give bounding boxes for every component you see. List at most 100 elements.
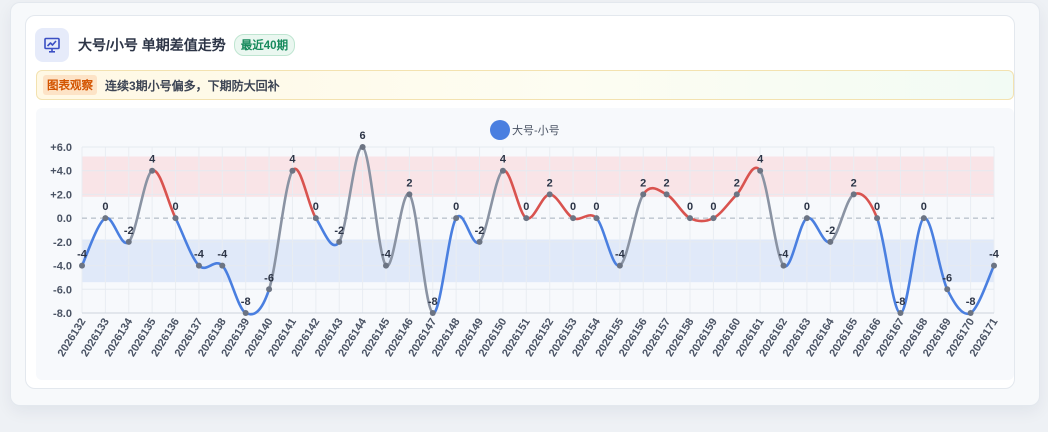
card-header: 大号/小号 单期差值走势 最近40期 [35,27,296,63]
data-label: -8 [428,296,438,308]
data-label: 2 [640,177,646,189]
data-label: -2 [124,225,134,237]
data-point [874,215,881,222]
data-point [383,262,389,269]
data-label: 0 [593,201,599,213]
data-point [850,191,857,198]
data-label: 4 [149,154,156,166]
series-line-segment [478,169,505,244]
data-point [593,215,600,222]
data-label: 4 [289,154,296,166]
data-point [616,262,623,269]
data-label: 4 [500,154,507,166]
data-label: -6 [942,272,952,284]
y-tick-label: +6.0 [50,142,72,154]
y-tick-label: -2.0 [53,237,72,249]
data-point [219,262,226,269]
data-point [897,310,904,316]
data-point [289,167,296,174]
data-label: 0 [804,201,810,213]
highlight-band [82,156,994,197]
data-label: 0 [102,201,108,213]
data-point [523,215,530,222]
data-point [967,310,974,316]
data-label: -2 [825,225,835,237]
data-point [453,215,460,222]
data-label: -6 [264,272,274,284]
series-line-segment [431,216,458,315]
data-point [687,215,693,222]
data-point [944,286,951,293]
data-point [79,262,85,269]
highlight-band [82,239,994,283]
chart-icon [35,28,69,62]
data-label: -4 [217,249,228,261]
data-label: 2 [734,177,740,189]
data-point [195,262,202,269]
chart-area: +6.0 +4.0 +2.0 0.0 -2.0 -4.0 -6.0 -8.0 大号-小号 -4 0 -… [36,108,1014,380]
y-tick-label: -6.0 [53,284,72,296]
data-point [733,191,740,198]
y-tick-label: 0.0 [57,213,72,225]
data-label: 0 [710,201,716,213]
y-tick-label: -4.0 [53,261,72,273]
series-line-segment [174,216,201,267]
data-point [710,215,717,222]
data-point [991,262,997,269]
data-label: -4 [615,249,626,261]
data-label: -4 [989,249,1000,261]
data-point [570,215,577,222]
period-badge: 最近40期 [233,34,296,56]
data-point [429,310,436,316]
series-line-segment [337,145,364,244]
chart-card: 大号/小号 单期差值走势 最近40期 图表观察 连续3期小号偏多，下期防大回补 … [25,15,1015,389]
series-line-segment [899,216,926,315]
data-point [312,215,319,222]
data-point [780,262,787,269]
data-point [172,215,179,222]
series-line-segment [127,169,154,244]
observation-banner: 图表观察 连续3期小号偏多，下期防大回补 [36,70,1014,100]
data-point [476,238,483,245]
observation-text: 连续3期小号偏多，下期防大回补 [105,78,280,93]
data-label: -2 [334,225,344,237]
y-tick-label: -8.0 [53,308,72,320]
data-point [546,191,553,198]
data-label: 6 [360,130,366,142]
y-tick-label: +4.0 [50,166,72,178]
data-label: 0 [453,201,459,213]
data-point [406,191,413,198]
data-label: 4 [757,154,764,166]
series-line-segment [875,216,902,315]
series-line-segment [712,193,739,220]
y-tick-label: +2.0 [50,189,72,201]
data-point [242,310,249,316]
data-label: -4 [779,249,790,261]
data-label: 2 [664,177,670,189]
data-label: 0 [523,201,529,213]
series-line-segment [408,193,435,315]
data-point [336,238,343,245]
data-label: -4 [194,249,205,261]
series-line-segment [525,193,551,220]
data-point [149,167,156,174]
legend-swatch [490,120,510,140]
data-label: -2 [475,225,485,237]
data-label: 0 [687,201,693,213]
data-point [499,167,506,174]
data-point [125,238,132,245]
series-line-segment [758,169,785,267]
legend-label: 大号-小号 [512,123,560,137]
data-point [102,215,109,222]
data-point [640,191,647,198]
data-point [920,215,927,222]
card-title: 大号/小号 单期差值走势 [78,37,226,53]
data-label: 0 [570,201,576,213]
data-point [827,238,834,245]
data-label: -8 [896,296,906,308]
series-line-segment [361,145,388,267]
data-label: -8 [241,296,251,308]
data-label: -4 [381,249,392,261]
data-point [757,167,764,174]
data-point [663,191,670,198]
